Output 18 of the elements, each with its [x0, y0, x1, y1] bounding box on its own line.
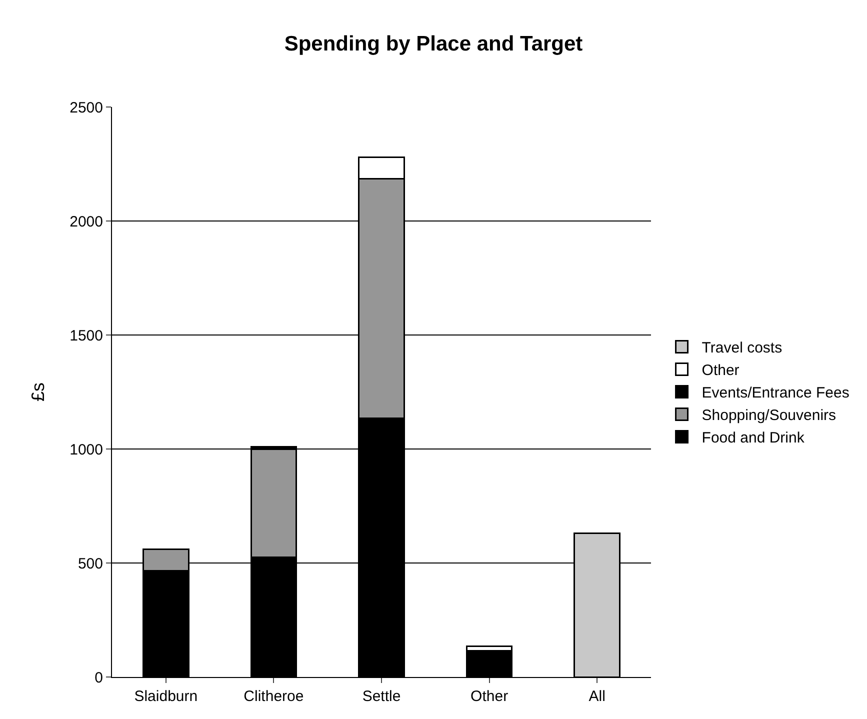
y-tick-label: 500 — [78, 555, 103, 572]
legend-label: Food and Drink — [702, 430, 805, 447]
x-tick-label: All — [588, 688, 606, 705]
y-axis-title: £s — [28, 382, 48, 402]
y-tick-label: 2500 — [70, 99, 103, 116]
y-tick-label: 1000 — [70, 441, 103, 458]
y-tick-label: 1500 — [70, 327, 103, 344]
legend-label: Travel costs — [702, 340, 782, 357]
x-tick-label: Settle — [362, 688, 401, 705]
legend-label: Events/Entrance Fees — [702, 384, 850, 402]
y-tick-label: 0 — [94, 669, 103, 686]
legend-label: Other — [702, 362, 740, 380]
x-tick-label: Clitheroe — [244, 688, 304, 705]
chart-title: Spending by Place and Target — [284, 32, 583, 56]
legend-label: Shopping/Souvenirs — [702, 407, 836, 424]
x-tick-label: Slaidburn — [134, 688, 198, 705]
x-tick-label: Other — [470, 688, 508, 705]
y-tick-label: 2000 — [70, 213, 103, 230]
